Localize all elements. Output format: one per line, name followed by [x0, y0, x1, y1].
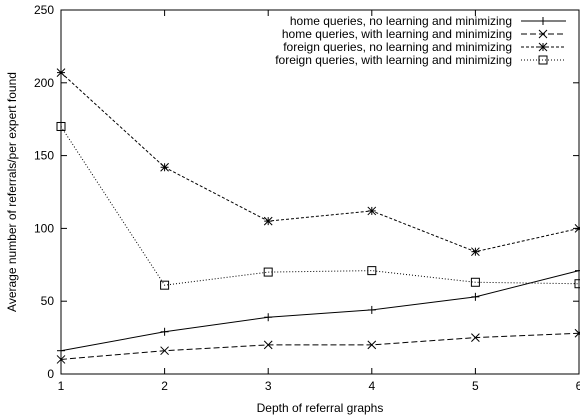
x-tick-label: 6	[576, 379, 580, 393]
series-line-2	[60, 332, 580, 360]
x-tick-label: 1	[58, 379, 65, 393]
data-point-series-1	[575, 266, 580, 275]
legend-marker-1	[539, 17, 547, 25]
x-tick-label: 2	[161, 379, 168, 393]
y-tick-label: 250	[34, 3, 54, 17]
data-point-series-3	[471, 247, 480, 257]
data-point-series-2	[263, 340, 273, 350]
x-tick-label: 3	[265, 379, 272, 393]
y-tick-label: 150	[34, 149, 54, 163]
data-point-series-2	[574, 328, 580, 338]
data-point-series-3	[263, 216, 273, 226]
y-tick-label: 0	[47, 367, 54, 381]
legend-label-2: home queries, with learning and minimizi…	[282, 27, 512, 41]
y-tick-label: 50	[41, 294, 55, 308]
data-point-series-1	[57, 346, 65, 355]
data-point-series-1	[264, 313, 273, 322]
x-tick-label: 4	[368, 379, 375, 393]
data-point-series-4	[367, 266, 377, 276]
legend-marker-3	[538, 42, 548, 52]
legend-marker-4	[538, 55, 548, 65]
legend-marker-2	[538, 29, 548, 39]
data-point-series-1	[471, 292, 480, 301]
data-point-series-4	[263, 267, 273, 277]
data-point-series-4	[470, 277, 480, 287]
legend: home queries, no learning and minimizing…	[275, 14, 566, 67]
series-lines	[56, 68, 580, 364]
y-axis-label: Average number of referrals/per expert f…	[5, 72, 19, 312]
series-line-3	[60, 72, 580, 253]
data-point-series-2	[160, 346, 169, 356]
y-tick-label: 200	[34, 76, 54, 90]
data-point-series-1	[160, 327, 169, 336]
data-point-series-1	[367, 305, 376, 314]
x-axis-label: Depth of referral graphs	[257, 401, 384, 415]
plot-frame	[60, 9, 580, 375]
legend-label-3: foreign queries, no learning and minimiz…	[283, 40, 512, 54]
series-line-1	[60, 270, 580, 352]
axis-ticks: 0 50 100 150 200 250 1 2 3 4 5 6	[34, 3, 580, 393]
series-line-4	[60, 126, 580, 286]
data-point-series-2	[367, 340, 377, 350]
x-tick-label: 5	[472, 379, 479, 393]
data-point-series-4	[160, 280, 170, 290]
data-point-series-4	[56, 121, 66, 131]
data-point-series-3	[367, 206, 377, 216]
data-point-series-3	[574, 224, 580, 233]
data-point-series-3	[56, 68, 66, 77]
data-point-series-3	[160, 162, 169, 172]
data-point-series-2	[471, 333, 480, 342]
legend-label-1: home queries, no learning and minimizing	[290, 14, 512, 28]
y-tick-label: 100	[34, 221, 54, 235]
data-point-series-2	[56, 355, 66, 364]
data-point-series-4	[574, 279, 580, 289]
legend-label-4: foreign queries, with learning and minim…	[275, 53, 512, 67]
